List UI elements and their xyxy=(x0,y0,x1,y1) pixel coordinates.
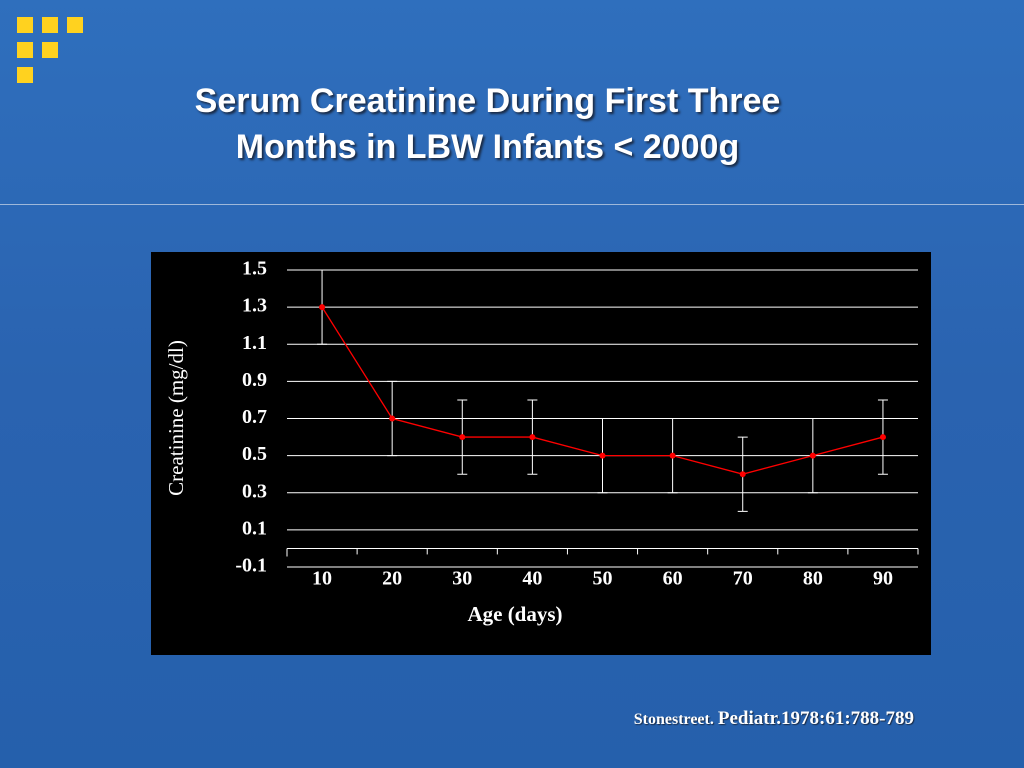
y-tick-label: 0.5 xyxy=(242,443,267,465)
data-point xyxy=(389,415,396,422)
chart-background xyxy=(151,252,931,655)
logo-square xyxy=(17,42,33,58)
y-tick-label: 1.3 xyxy=(242,295,267,317)
source-author: Stonestreet. xyxy=(633,711,714,728)
x-tick-label: 40 xyxy=(522,568,542,590)
x-tick-label: 70 xyxy=(733,568,753,590)
data-point xyxy=(459,434,466,441)
logo-square xyxy=(42,17,58,33)
y-tick-label: 0.9 xyxy=(242,369,267,391)
x-tick-label: 90 xyxy=(873,568,893,590)
x-tick-label: 50 xyxy=(593,568,613,590)
source: Stonestreet. Pediatr.1978:61:788-789 xyxy=(634,708,914,730)
data-point xyxy=(879,434,886,441)
data-point xyxy=(669,452,676,459)
source-citation: Pediatr.1978:61:788-789 xyxy=(717,708,914,729)
y-tick-label: 0.7 xyxy=(242,406,267,428)
logo-square xyxy=(42,42,58,58)
y-tick-label: 1.1 xyxy=(242,332,267,354)
y-tick-label: 0.1 xyxy=(242,517,267,539)
x-tick-label: 20 xyxy=(382,568,402,590)
logo-square xyxy=(17,17,33,33)
logo-square xyxy=(17,67,33,83)
y-tick-label: -0.1 xyxy=(235,555,267,577)
slide-title: Serum Creatinine During First Three Mont… xyxy=(194,82,781,166)
x-tick-label: 80 xyxy=(803,568,823,590)
data-point xyxy=(739,471,746,478)
chart: Age (days) Creatinine (mg/dl) -0.1 0.1 0.3… xyxy=(151,252,931,655)
logo-square xyxy=(67,17,83,33)
x-tick-label: 60 xyxy=(663,568,683,590)
data-point xyxy=(529,434,536,441)
data-point xyxy=(809,452,816,459)
y-tick-label: 0.3 xyxy=(242,480,267,502)
data-point xyxy=(319,304,326,311)
x-tick-label: 10 xyxy=(312,568,332,590)
y-tick-label: 1.5 xyxy=(242,258,267,280)
data-point xyxy=(599,452,606,459)
x-axis-label: Age (days) xyxy=(467,602,562,626)
y-axis-label: Creatinine (mg/dl) xyxy=(164,340,188,496)
x-tick-label: 30 xyxy=(452,568,472,590)
divider xyxy=(0,204,1024,205)
